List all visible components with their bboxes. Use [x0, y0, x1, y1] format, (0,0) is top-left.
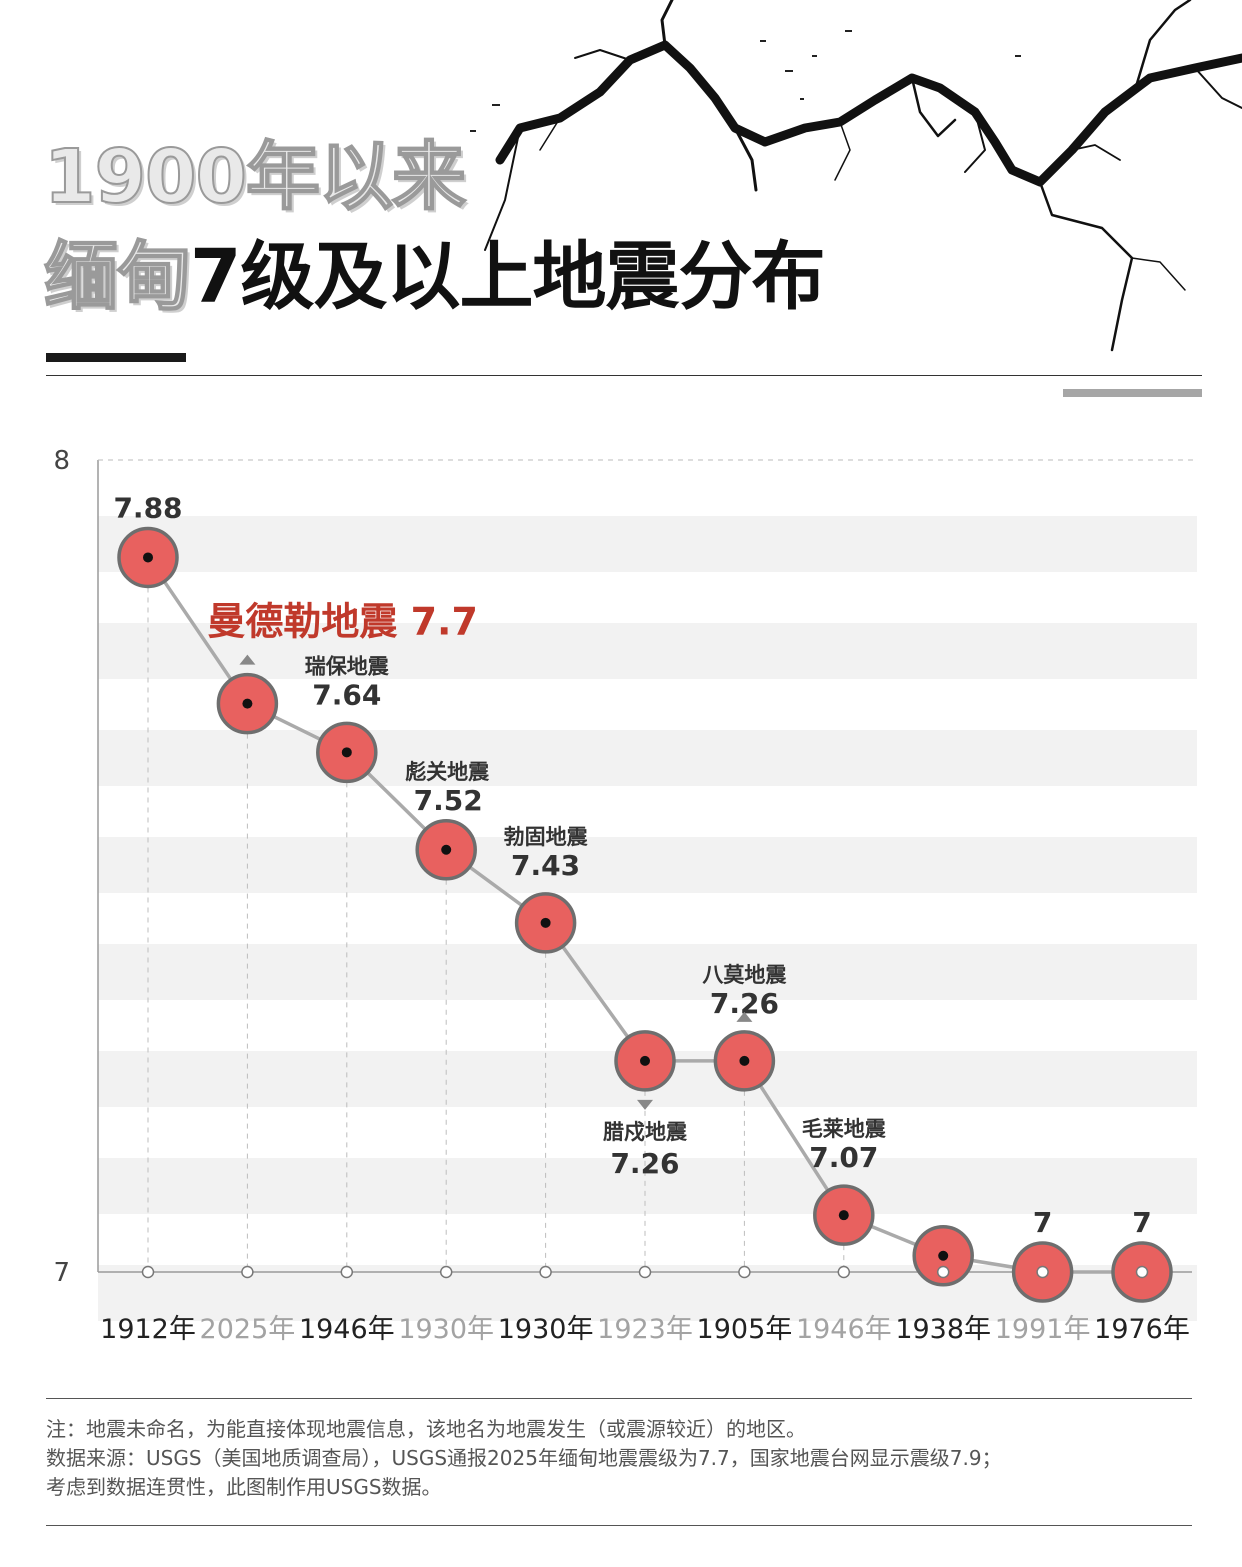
header-rule: [46, 375, 1202, 376]
x-axis-tick: [936, 1265, 950, 1279]
x-axis-tick: [1036, 1265, 1049, 1279]
footer-remark: 考虑到数据连贯性，此图制作用USGS数据。: [46, 1475, 442, 1499]
title-line-1: 1900年以来: [43, 134, 467, 220]
header-accent-bar: [1063, 389, 1202, 397]
y-tick-label: 7: [53, 1258, 70, 1288]
x-tick-label: 2025年: [200, 1314, 296, 1345]
footer-note: 注：地震未命名，为能直接体现地震信息，该地名为地震发生（或震源较近）的地区。: [46, 1417, 806, 1441]
y-tick-labels: 87: [53, 446, 70, 1288]
x-tick-label: 1976年: [1094, 1314, 1190, 1345]
data-point-center: [143, 552, 153, 563]
x-tick-label: 1912年: [100, 1314, 196, 1345]
x-tick-label: 1991年: [995, 1314, 1091, 1345]
annotation-name: 八莫地震: [702, 963, 787, 987]
arrow-down-icon: [637, 1099, 653, 1110]
footer-notes: 注：地震未命名，为能直接体现地震信息，该地名为地震发生（或震源较近）的地区。 数…: [46, 1415, 1192, 1502]
x-axis-tick: [837, 1265, 851, 1279]
header: 1900年以来 缅甸7级及以上地震分布: [0, 0, 1242, 400]
markers: [117, 526, 1173, 1303]
x-tick-label: 1946年: [299, 1314, 395, 1345]
annotation-name: 毛莱地震: [802, 1117, 887, 1141]
annotation-value: 7.07: [809, 1141, 878, 1174]
x-tick-labels: 1912年 2025年 1946年 1930年 1930年 1923年 1905年 1946年…: [100, 1314, 1190, 1345]
x-tick-label: 1946年: [796, 1314, 892, 1345]
arrow-up-icon: [239, 654, 256, 665]
annotation-value: 7.64: [312, 678, 381, 711]
data-point-center: [242, 698, 253, 709]
annotation-name: 腊戍地震: [603, 1120, 688, 1144]
x-axis-tick: [439, 1265, 453, 1279]
footer-rule-top: [46, 1398, 1192, 1399]
data-point-center: [739, 1055, 750, 1066]
x-tick-label: 1923年: [597, 1314, 693, 1345]
annotation-value: 7: [1033, 1206, 1052, 1239]
band: [98, 623, 1197, 679]
drop-lines: [147, 557, 944, 1272]
annotation-value: 7.52: [414, 784, 483, 817]
data-point-center: [938, 1250, 949, 1261]
data-point-center: [540, 917, 551, 928]
x-tick-label: 1938年: [895, 1314, 991, 1345]
band: [98, 944, 1197, 1000]
x-axis-tick: [738, 1265, 751, 1279]
title-country: 缅甸: [43, 234, 192, 320]
annotation-value: 7.26: [610, 1147, 679, 1180]
band: [98, 837, 1197, 893]
footer-rule-bottom: [46, 1525, 1192, 1526]
crack-illustration: [470, 0, 1242, 352]
title-underline: [46, 353, 186, 362]
arrow-up-icon: [736, 1011, 753, 1022]
x-axis-tick: [638, 1265, 652, 1279]
x-axis-ticks: [141, 1265, 1149, 1279]
x-axis-tick: [141, 1265, 155, 1279]
annotation-value: 7: [1132, 1206, 1151, 1239]
x-axis-tick: [241, 1265, 254, 1279]
annotation-name: 瑞保地震: [305, 654, 390, 678]
annotation-value: 7.88: [113, 491, 182, 524]
data-point-center: [441, 844, 452, 855]
y-tick-label: 8: [53, 446, 70, 476]
footer: 注：地震未命名，为能直接体现地震信息，该地名为地震发生（或震源较近）的地区。 数…: [46, 1398, 1192, 1526]
data-point-center: [838, 1210, 849, 1221]
band: [98, 1158, 1197, 1214]
annotation-name: 彪关地震: [405, 760, 490, 784]
band: [98, 516, 1197, 572]
title-line-2: 缅甸7级及以上地震分布: [43, 239, 825, 315]
x-tick-label: 1930年: [498, 1314, 594, 1345]
data-point-center: [640, 1055, 650, 1066]
band: [98, 730, 1197, 786]
x-axis-tick: [1135, 1265, 1149, 1279]
highlight-label: 曼德勒地震 7.7: [207, 600, 478, 644]
footer-source: 数据来源：USGS（美国地质调查局），USGS通报2025年缅甸地震震级为7.7…: [46, 1446, 1002, 1470]
x-axis-tick: [539, 1265, 552, 1279]
x-tick-label: 1930年: [398, 1314, 494, 1345]
annotation-value: 7.43: [511, 849, 580, 882]
annotation-name: 勃固地震: [504, 825, 589, 849]
title-subject: 7级及以上地震分布: [190, 234, 825, 320]
data-point-center: [341, 747, 352, 758]
x-axis-tick: [340, 1265, 354, 1279]
x-tick-label: 1905年: [697, 1314, 793, 1345]
